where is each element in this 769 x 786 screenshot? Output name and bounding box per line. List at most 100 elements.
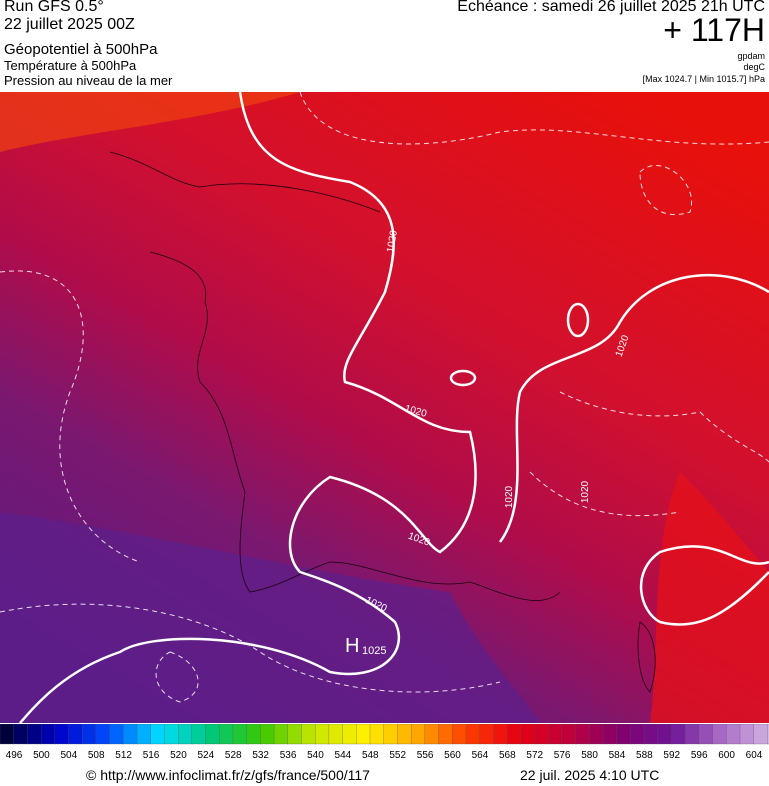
color-swatch [164, 724, 179, 745]
colorbar-label: 496 [6, 750, 23, 761]
colorbar-label: 516 [143, 750, 160, 761]
color-swatch [40, 724, 56, 745]
colorbar-label: 576 [554, 750, 571, 761]
color-swatch [150, 724, 166, 745]
isobars [19, 92, 769, 723]
color-swatch [219, 724, 234, 745]
field-shading [0, 92, 300, 152]
color-swatch [520, 724, 536, 745]
color-swatch [561, 724, 577, 745]
colorbar-label: 588 [636, 750, 653, 761]
color-swatch [82, 724, 97, 745]
color-swatch [356, 724, 371, 745]
color-swatch [712, 724, 727, 745]
colorbar-label: 500 [33, 750, 50, 761]
colorbar-label: 568 [499, 750, 516, 761]
color-swatch [630, 724, 645, 745]
color-swatch [397, 724, 412, 745]
colorbar-label: 580 [581, 750, 598, 761]
color-swatch [328, 724, 344, 745]
color-swatch [506, 724, 522, 745]
colorbar-label: 528 [225, 750, 242, 761]
color-swatch [315, 724, 330, 745]
color-swatch [602, 724, 618, 745]
isobar-label: 1020 [580, 480, 591, 503]
color-swatch [191, 724, 207, 745]
colorbar-label: 524 [198, 750, 215, 761]
colorbar-label: 540 [307, 750, 324, 761]
colorbar-label: 512 [115, 750, 132, 761]
colorbar-label: 508 [88, 750, 105, 761]
field: Pression au niveau de la mer [4, 73, 173, 88]
color-swatch [589, 724, 604, 745]
colorbar-label: 596 [691, 750, 708, 761]
colorbar-label: 532 [252, 750, 269, 761]
color-swatch [438, 724, 453, 745]
color-swatch [616, 724, 632, 745]
colorbar-label: 504 [60, 750, 77, 761]
color-swatch [13, 724, 29, 745]
color-swatch [410, 724, 426, 745]
color-swatch [232, 724, 248, 745]
temperature-contours [0, 92, 769, 703]
colorbar-label: 560 [444, 750, 461, 761]
unit: gpdam [737, 51, 765, 61]
color-swatch [246, 724, 262, 745]
color-swatch [287, 724, 303, 745]
colorbar-label: 592 [663, 750, 680, 761]
colorbar-label: 536 [280, 750, 297, 761]
color-swatch [698, 724, 714, 745]
range: [Max 1024.7 | Min 1015.7] hPa [642, 74, 765, 84]
color-swatch [301, 724, 316, 745]
colorbar-label: 552 [389, 750, 406, 761]
unit: degC [743, 62, 765, 72]
colorbar-label: 584 [609, 750, 626, 761]
color-swatch [493, 724, 508, 745]
color-swatch [260, 724, 275, 745]
lead-time: + 117H [663, 12, 765, 48]
colorbar-label: 604 [746, 750, 763, 761]
colorbar-label: 520 [170, 750, 187, 761]
color-swatch [0, 724, 15, 745]
run: Run GFS 0.5° [4, 0, 104, 15]
color-swatch [534, 724, 549, 745]
color-swatch [465, 724, 481, 745]
color-swatch [424, 724, 440, 745]
color-swatch [753, 724, 769, 745]
color-swatch [68, 724, 83, 745]
isobar-label: 1020 [504, 485, 515, 508]
colorbar-label: 548 [362, 750, 379, 761]
high-marker: H [345, 635, 359, 657]
color-swatch [739, 724, 755, 745]
color-swatch [685, 724, 700, 745]
color-swatch [643, 724, 659, 745]
coastlines [109, 151, 656, 693]
color-swatch [123, 724, 138, 745]
timestamp: 22 juil. 2025 4:10 UTC [520, 767, 660, 783]
color-swatch [657, 724, 673, 745]
color-swatch [452, 724, 467, 745]
color-swatch [671, 724, 686, 745]
color-swatch [109, 724, 124, 745]
color-swatch [177, 724, 193, 745]
field-shading [0, 512, 540, 723]
color-swatch [205, 724, 220, 745]
isobar-label: 1020 [385, 229, 400, 253]
colorbar-label: 544 [335, 750, 352, 761]
color-swatch [27, 724, 42, 745]
colorbar: 496 500 504 508 512 516 520 524 528 532 536 540 544 5… [0, 724, 769, 761]
color-swatch [136, 724, 152, 745]
colorbar-label: 564 [472, 750, 489, 761]
source: © http://www.infoclimat.fr/z/gfs/france/… [86, 767, 370, 783]
run-date: 22 juillet 2025 00Z [4, 16, 135, 33]
colorbar-label: 600 [718, 750, 735, 761]
color-swatch [369, 724, 385, 745]
colorbar-label: 556 [417, 750, 434, 761]
field-shading [650, 472, 769, 723]
color-swatch [726, 724, 741, 745]
color-swatch [342, 724, 357, 745]
color-swatch [54, 724, 70, 745]
valid-time: Echéance : samedi 26 juillet 2025 21h UT… [457, 0, 765, 15]
